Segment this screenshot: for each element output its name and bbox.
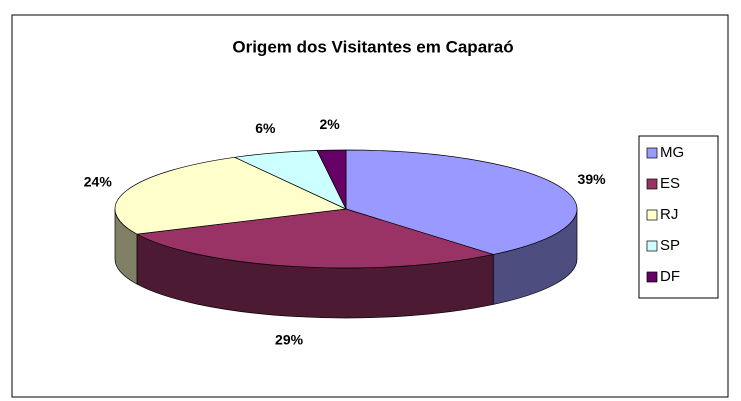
legend-swatch <box>646 209 658 221</box>
data-label: 24% <box>84 174 113 190</box>
legend-label: RJ <box>660 206 678 223</box>
legend-label: ES <box>660 175 680 192</box>
chart-title: Origem dos Visitantes em Caparaó <box>232 37 513 56</box>
legend-swatch <box>646 240 658 252</box>
slice <box>345 149 578 255</box>
data-label: 6% <box>255 120 276 136</box>
data-label: 29% <box>275 332 304 348</box>
legend-label: DF <box>660 268 680 285</box>
legend-swatch <box>646 178 658 190</box>
legend-label: SP <box>660 237 680 254</box>
legend-swatch <box>646 147 658 159</box>
slice <box>316 149 347 210</box>
legend-label: MG <box>660 144 684 161</box>
data-label: 2% <box>319 116 340 132</box>
slice <box>114 156 348 235</box>
data-label: 39% <box>578 171 607 187</box>
legend-swatch <box>646 271 658 283</box>
